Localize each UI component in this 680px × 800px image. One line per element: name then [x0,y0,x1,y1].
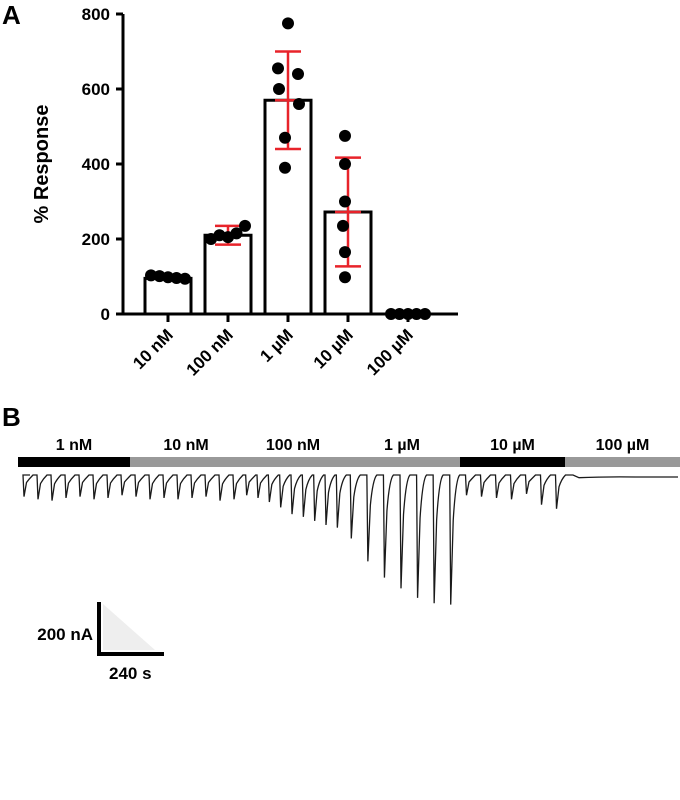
data-point [339,195,351,208]
current-traces-panel: 1 nM 10 nM 100 nM 1 µM 10 µM 100 µM 200 nA 24… [18,437,680,683]
data-point [339,271,351,284]
scale-time-label: 240 s [109,664,152,683]
concentration-segment [18,457,130,467]
data-point [279,161,291,174]
data-points [145,17,431,320]
data-point [293,98,305,110]
concentration-labels: 1 nM 10 nM 100 nM 1 µM 10 µM 100 µM [56,437,650,454]
response-bar-chart: % Response 0 200 400 600 800 10 nM 100 nM 1 µM… [31,5,458,380]
data-point [179,272,191,285]
y-axis-title: % Response [31,105,53,224]
current-trace [22,474,678,605]
data-point [393,308,406,320]
data-point [337,219,349,232]
panel-b-label: B [2,402,21,432]
data-point [339,158,351,170]
data-point [292,68,304,80]
bar [203,233,253,316]
y-tick-label: 200 [82,230,110,249]
concentration-bar [18,457,680,467]
concentration-label: 1 µM [384,437,420,454]
data-point [419,308,431,320]
data-point [239,219,251,232]
y-tick-label: 0 [101,305,110,324]
data-point [279,131,291,144]
x-tick-label: 10 µM [310,325,357,372]
data-point [282,17,294,30]
concentration-segment [344,457,460,467]
y-tick-label: 600 [82,80,110,99]
panel-a-label: A [2,0,21,30]
data-point [272,62,284,75]
scale-bar: 200 nA 240 s [37,602,164,683]
x-tick-label: 100 nM [183,325,237,379]
concentration-segment [565,457,680,467]
concentration-segment [460,457,565,467]
y-tick-label: 800 [82,5,110,24]
concentration-label: 10 nM [163,437,208,454]
x-tick-label: 1 µM [256,325,296,365]
concentration-segment [130,457,242,467]
concentration-label: 1 nM [56,437,92,454]
concentration-label: 100 nM [266,437,320,454]
data-point [339,246,351,259]
data-point [385,308,397,320]
scale-current-label: 200 nA [37,625,93,644]
x-tick-labels: 10 nM 100 nM 1 µM 10 µM 100 µM [129,314,417,380]
y-tick-label: 400 [82,155,110,174]
data-point [339,129,351,142]
scale-bar-shade [103,604,155,650]
concentration-segment [242,457,344,467]
x-tick-label: 10 nM [129,325,177,373]
concentration-label: 10 µM [490,437,535,454]
data-point [410,308,423,320]
data-point [230,227,243,240]
x-tick-label: 100 µM [363,325,417,379]
concentration-label: 100 µM [596,437,650,454]
data-point [273,83,285,95]
y-ticks: 0 200 400 600 800 [82,5,123,324]
